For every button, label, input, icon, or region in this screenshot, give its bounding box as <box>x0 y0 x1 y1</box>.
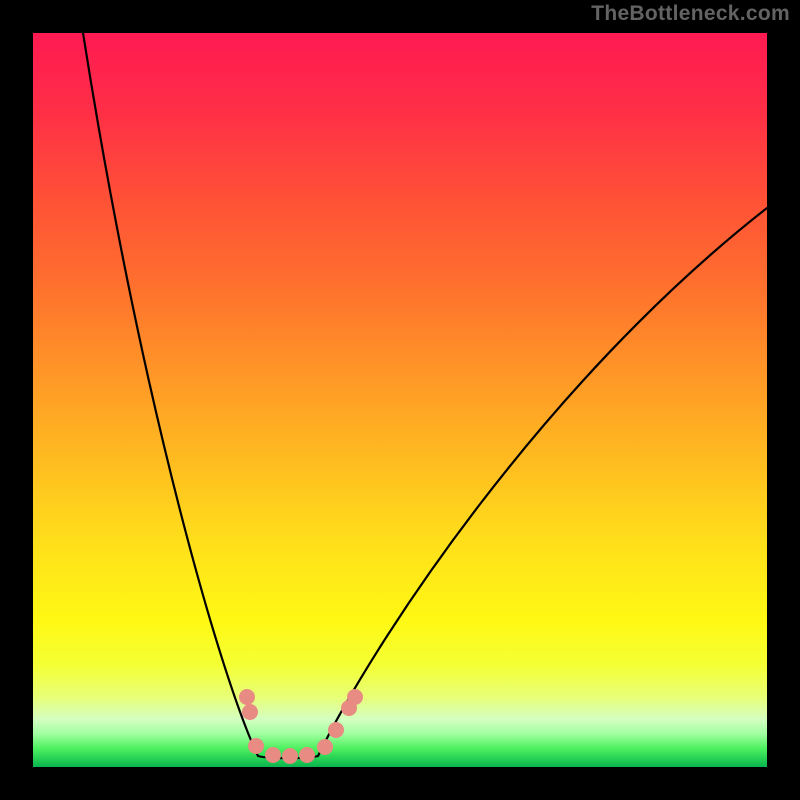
curve-path <box>83 33 767 758</box>
bead-point <box>248 738 264 754</box>
canvas-frame: TheBottleneck.com <box>0 0 800 800</box>
bead-point <box>239 689 255 705</box>
plot-area <box>33 33 767 767</box>
bead-point <box>347 689 363 705</box>
bead-point <box>317 739 333 755</box>
bead-point <box>299 747 315 763</box>
bead-point <box>242 704 258 720</box>
bottleneck-curve <box>33 33 767 767</box>
watermark-text: TheBottleneck.com <box>591 2 790 26</box>
beads-group <box>239 689 363 764</box>
bead-point <box>328 722 344 738</box>
bead-point <box>282 748 298 764</box>
bead-point <box>265 747 281 763</box>
